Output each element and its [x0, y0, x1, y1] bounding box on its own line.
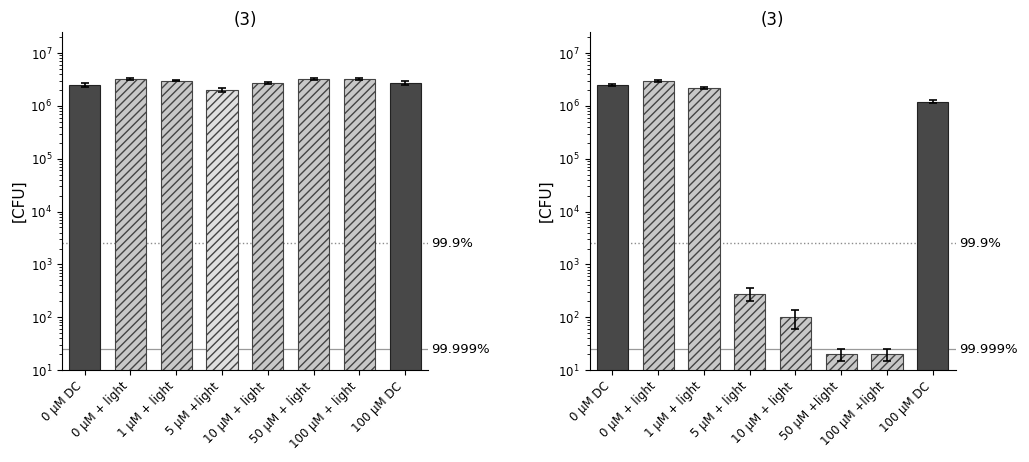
Title: (3): (3): [760, 11, 784, 29]
Bar: [872, 354, 902, 462]
Bar: [115, 79, 146, 462]
Bar: [252, 83, 283, 462]
Bar: [734, 294, 766, 462]
Bar: [207, 90, 238, 462]
Bar: [344, 79, 375, 462]
Bar: [780, 317, 811, 462]
Text: 99.9%: 99.9%: [959, 237, 1001, 250]
Text: 99.9%: 99.9%: [431, 237, 473, 250]
Bar: [298, 79, 329, 462]
Bar: [390, 83, 421, 462]
Y-axis label: [CFU]: [CFU]: [539, 180, 554, 222]
Text: 99.999%: 99.999%: [431, 343, 490, 356]
Bar: [69, 85, 100, 462]
Bar: [597, 85, 628, 462]
Bar: [825, 354, 857, 462]
Y-axis label: [CFU]: [CFU]: [11, 180, 26, 222]
Title: (3): (3): [234, 11, 256, 29]
Text: 99.999%: 99.999%: [959, 343, 1018, 356]
Bar: [643, 81, 674, 462]
Bar: [161, 81, 191, 462]
Bar: [688, 88, 719, 462]
Bar: [917, 102, 949, 462]
